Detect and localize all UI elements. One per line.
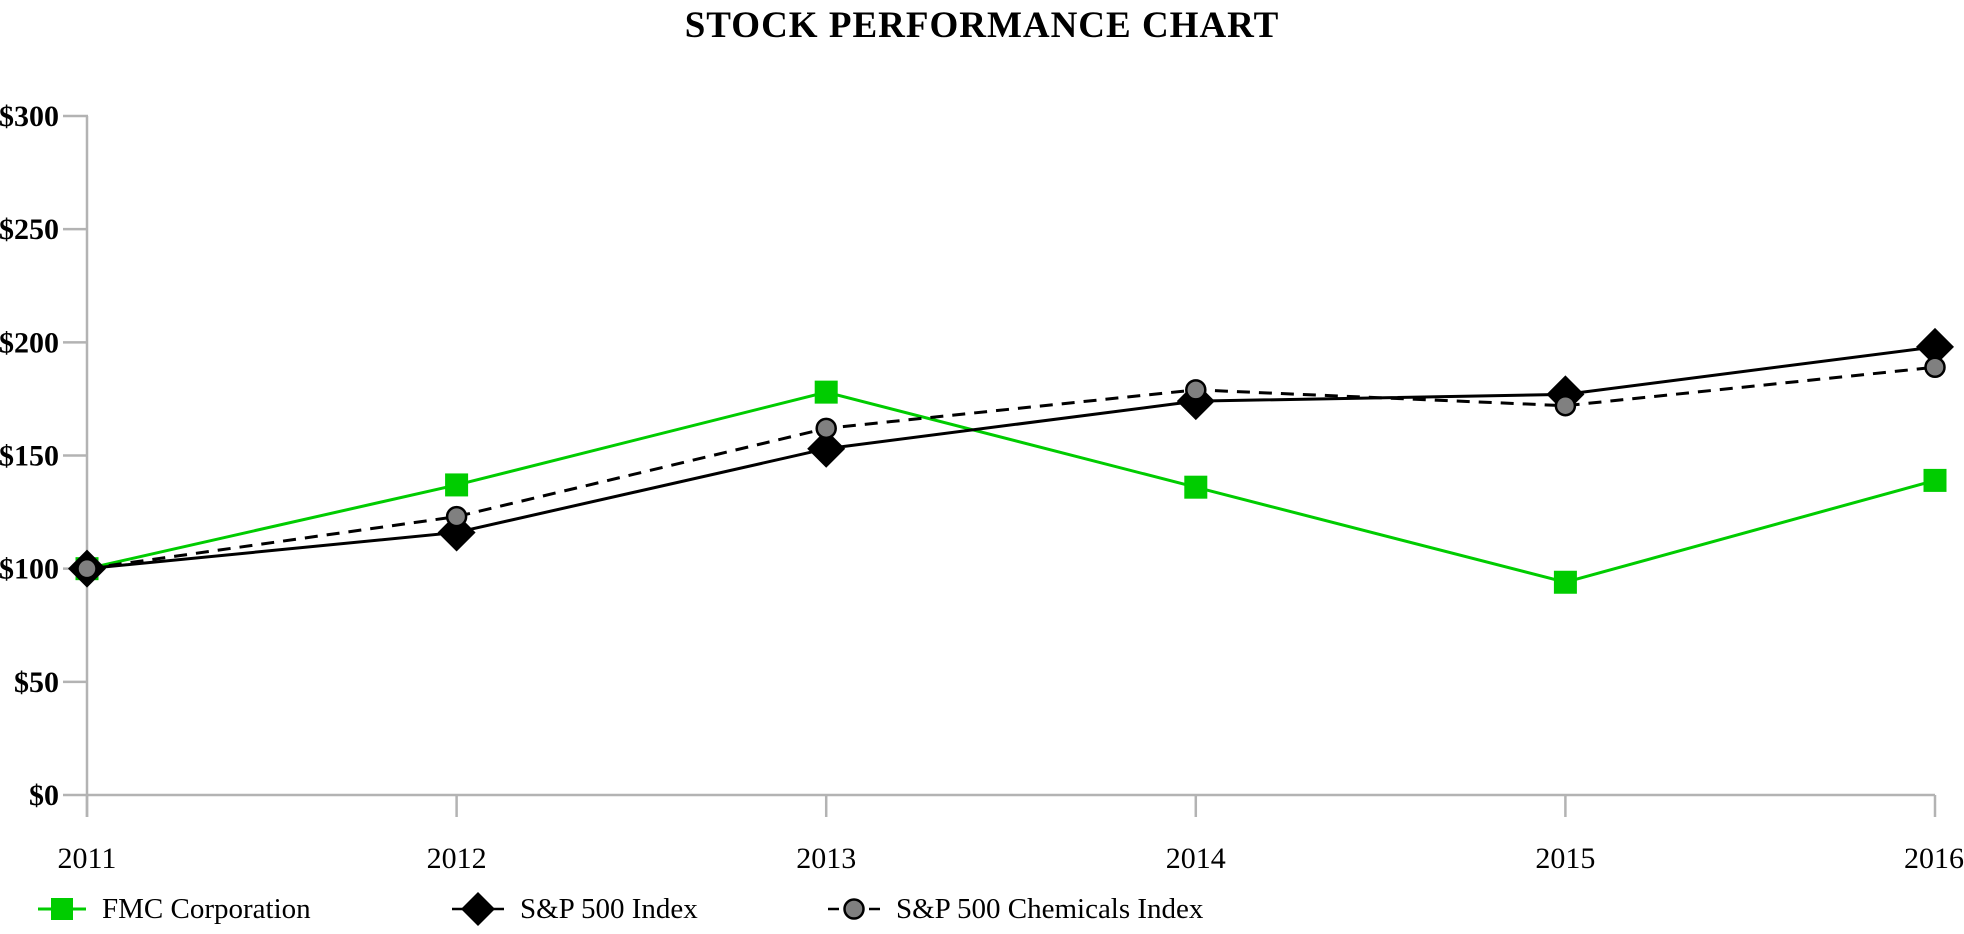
legend-marker-green-square-icon xyxy=(38,898,86,920)
marker-diamond-s-p-500-index xyxy=(1916,327,1954,366)
marker-circle-s-p-500-chemicals-index xyxy=(76,557,98,580)
y-tick-label: $0 xyxy=(29,779,59,812)
legend-item-fmc-corporation: FMC Corporation xyxy=(38,891,311,927)
marker-square-fmc-corporation xyxy=(814,380,838,404)
legend-marker-gray-circle-dashed-icon xyxy=(828,898,880,920)
marker-circle-s-p-500-chemicals-index xyxy=(445,505,468,528)
marker-square-fmc-corporation xyxy=(1184,475,1208,499)
y-tick-label: $200 xyxy=(0,326,59,359)
chart-title: STOCK PERFORMANCE CHART xyxy=(684,5,1280,46)
marker-circle-s-p-500-chemicals-index xyxy=(815,417,837,440)
legend-item-sp500-chemicals-index: S&P 500 Chemicals Index xyxy=(828,891,1203,927)
series-line-fmc-corporation xyxy=(86,390,1936,584)
legend-label-sp500-index: S&P 500 Index xyxy=(520,892,698,925)
y-tick-label: $250 xyxy=(0,213,59,246)
y-tick-label: $150 xyxy=(0,440,59,473)
marker-diamond-s-p-500-index xyxy=(807,429,846,468)
x-tick-label: 2012 xyxy=(427,842,487,875)
x-tick-label: 2014 xyxy=(1166,842,1226,875)
y-tick-label: $100 xyxy=(0,553,59,586)
y-tick-label: $50 xyxy=(14,666,59,699)
marker-square-fmc-corporation xyxy=(1923,468,1947,492)
x-tick-label: 2013 xyxy=(796,842,856,875)
series-line-s-p-500-index xyxy=(86,345,1936,571)
marker-square-fmc-corporation xyxy=(1553,570,1577,594)
legend-label-sp500-chemicals-index: S&P 500 Chemicals Index xyxy=(896,892,1204,925)
x-tick-label: 2016 xyxy=(1904,842,1964,875)
legend-label-fmc-corporation: FMC Corporation xyxy=(102,892,311,925)
marker-square-fmc-corporation xyxy=(445,473,469,497)
x-tick-label: 2015 xyxy=(1535,842,1595,875)
marker-circle-s-p-500-chemicals-index xyxy=(1185,379,1207,401)
marker-circle-s-p-500-chemicals-index xyxy=(1554,394,1577,417)
marker-diamond-s-p-500-index xyxy=(437,513,476,552)
marker-circle-s-p-500-chemicals-index xyxy=(1924,356,1946,378)
y-tick-label: $300 xyxy=(0,100,59,133)
legend-item-sp500-index: S&P 500 Index xyxy=(452,891,698,927)
series-line-s-p-500-chemicals-index xyxy=(86,365,1936,571)
x-tick-label: 2011 xyxy=(58,842,117,875)
legend-marker-black-diamond-icon xyxy=(452,892,504,926)
